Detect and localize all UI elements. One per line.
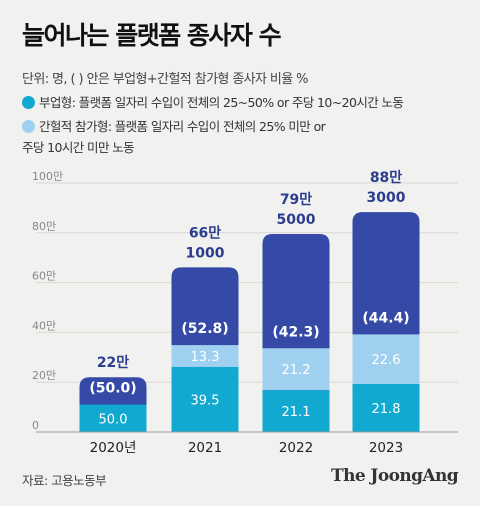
bar-segment-side-job [171, 366, 239, 432]
total-label-sub: 1000 [186, 245, 225, 261]
legend-swatch-side-job [22, 96, 35, 109]
y-tick-label: 0 [32, 419, 39, 432]
x-tick-label: 2021 [188, 440, 222, 456]
x-tick-label: 2023 [369, 440, 403, 456]
legend-item-intermittent: 간헐적 참가형: 플랫폼 일자리 수입이 전체의 25% 미만 or [22, 116, 326, 137]
ratio-label: (52.8) [181, 321, 228, 337]
bar-segment-side-job [352, 384, 420, 432]
total-label: 66만 [189, 225, 221, 241]
segment-label-intermittent: 13.3 [191, 350, 220, 365]
bar-segment-side-job [79, 404, 147, 432]
bar-segment-side-job [262, 390, 330, 432]
bar-segment-intermittent [352, 334, 420, 385]
total-label: 88만 [370, 170, 402, 186]
legend-label-intermittent: 간헐적 참가형: 플랫폼 일자리 수입이 전체의 25% 미만 or [39, 119, 326, 134]
segment-label-side-job: 21.8 [372, 402, 401, 417]
chart-title: 늘어나는 플랫폼 종사자 수 [22, 21, 282, 50]
legend-label-side-job: 부업형: 플랫폼 일자리 수입이 전체의 25~50% or 주당 10~20시… [39, 95, 404, 110]
segment-label-intermittent: 21.2 [282, 363, 311, 378]
y-tick-label: 20만 [32, 369, 56, 382]
source-note: 자료: 고용노동부 [22, 473, 107, 488]
y-tick-label: 60만 [32, 270, 56, 283]
legend-label-intermittent-cont: 주당 10시간 미만 노동 [22, 140, 135, 155]
brand-logo: The JoongAng [331, 466, 459, 486]
total-label: 22만 [97, 355, 129, 371]
segment-label-side-job: 50.0 [99, 412, 128, 427]
y-tick-label: 80만 [32, 220, 56, 233]
segment-label-intermittent: 22.6 [372, 353, 401, 368]
ratio-label: (42.3) [272, 324, 319, 340]
y-tick-label: 40만 [32, 319, 56, 332]
ratio-label: (44.4) [362, 310, 409, 326]
bar-segment-intermittent [262, 348, 330, 391]
total-label-sub: 3000 [367, 190, 406, 206]
total-label: 79만 [280, 192, 312, 208]
bar-segment-intermittent [171, 345, 239, 367]
y-tick-label: 100만 [32, 170, 63, 183]
legend-item-side-job: 부업형: 플랫폼 일자리 수입이 전체의 25~50% or 주당 10~20시… [22, 92, 404, 113]
total-label-sub: 5000 [277, 212, 316, 228]
segment-label-side-job: 39.5 [191, 393, 220, 408]
ratio-label: (50.0) [89, 381, 136, 397]
legend-swatch-intermittent [22, 120, 35, 133]
unit-note: 단위: 명, ( ) 안은 부업형+간헐적 참가형 종사자 비율 % [22, 72, 309, 87]
x-tick-label: 2022 [279, 440, 313, 456]
x-tick-label: 2020년 [90, 440, 137, 456]
segment-label-side-job: 21.1 [282, 405, 311, 420]
